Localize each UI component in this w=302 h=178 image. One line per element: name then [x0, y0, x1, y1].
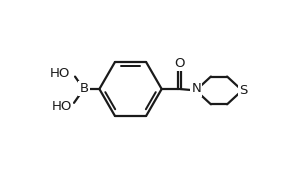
Text: B: B: [79, 82, 88, 95]
Text: O: O: [174, 57, 185, 70]
Text: S: S: [239, 84, 247, 97]
Text: HO: HO: [52, 100, 72, 112]
Text: HO: HO: [50, 67, 71, 80]
Text: N: N: [191, 82, 201, 96]
